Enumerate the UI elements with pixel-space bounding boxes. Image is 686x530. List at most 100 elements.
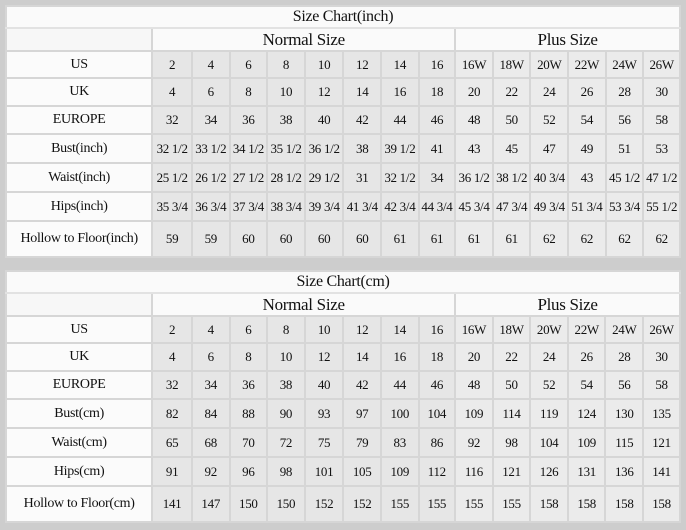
table-row: UK 4 6 8 10 12 14 16 18 20 22 24 26 28 30 (4, 342, 681, 372)
size-cell: 155 (454, 485, 494, 523)
size-cell: 126 (529, 456, 569, 487)
size-cell: 88 (228, 398, 269, 429)
row-label: Bust(cm) (4, 398, 154, 429)
size-cell: 150 (228, 485, 269, 523)
size-cell: 32 (151, 105, 193, 135)
size-cell: 58 (642, 370, 681, 400)
size-cell: 24W (604, 50, 645, 79)
size-cell: 121 (491, 456, 532, 487)
size-cell: 51 (604, 133, 645, 164)
row-label: EUROPE (4, 370, 154, 400)
size-cell: 24 (529, 77, 570, 107)
size-cell: 65 (151, 427, 193, 458)
table-row: UK 4 6 8 10 12 14 16 18 20 22 24 26 28 30 (4, 77, 681, 107)
size-cell: 40 3/4 (529, 162, 570, 193)
size-cell: 48 (454, 105, 494, 135)
size-cell: 104 (529, 427, 569, 458)
size-cell: 60 (303, 220, 345, 258)
size-cell: 25 1/2 (151, 162, 193, 193)
size-cell: 18W (491, 315, 532, 344)
size-cell: 6 (190, 77, 231, 107)
size-cell: 46 (417, 370, 457, 400)
size-cell: 49 (567, 133, 607, 164)
size-cell: 8 (266, 50, 306, 79)
normal-size-header: Normal Size (151, 27, 457, 52)
size-cell: 155 (491, 485, 532, 523)
size-cell: 37 3/4 (228, 191, 269, 222)
size-cell: 86 (417, 427, 457, 458)
size-cell: 6 (228, 50, 269, 79)
size-cell: 62 (642, 220, 681, 258)
size-cell: 6 (190, 342, 231, 372)
size-cell: 45 (491, 133, 532, 164)
size-cell: 147 (190, 485, 231, 523)
table-row: Hollow to Floor(inch) 59 59 60 60 60 60 61 61 61 6… (4, 220, 681, 258)
size-cell: 40 (303, 105, 345, 135)
size-cell: 61 (491, 220, 532, 258)
size-cell: 16 (417, 315, 457, 344)
size-cell: 34 (190, 370, 231, 400)
chart-title: Size Chart(cm) (5, 270, 681, 294)
table-row: Waist(inch) 25 1/2 26 1/2 27 1/2 28 1/2 29 1/… (4, 162, 681, 193)
size-cell: 38 3/4 (266, 191, 306, 222)
size-cell: 62 (604, 220, 645, 258)
size-cell: 4 (190, 315, 231, 344)
size-cell: 121 (642, 427, 681, 458)
title-row: Size Chart(inch) (5, 5, 681, 29)
size-cell: 27 1/2 (228, 162, 269, 193)
size-cell: 44 (379, 370, 420, 400)
chart-title: Size Chart(inch) (5, 5, 681, 29)
size-cell: 38 (266, 105, 306, 135)
size-cell: 83 (379, 427, 420, 458)
size-cell: 35 3/4 (151, 191, 193, 222)
size-cell: 24W (604, 315, 645, 344)
size-cell: 35 1/2 (266, 133, 306, 164)
size-cell: 36 3/4 (190, 191, 231, 222)
size-cell: 49 3/4 (529, 191, 570, 222)
size-cell: 47 3/4 (491, 191, 532, 222)
size-cell: 56 (604, 105, 645, 135)
size-cell: 84 (190, 398, 231, 429)
size-cell: 12 (303, 342, 345, 372)
size-cell: 141 (642, 456, 681, 487)
size-cell: 60 (228, 220, 269, 258)
size-cell: 50 (491, 105, 532, 135)
size-cell: 33 1/2 (190, 133, 231, 164)
size-cell: 34 (417, 162, 457, 193)
size-cell: 28 1/2 (266, 162, 306, 193)
size-cell: 59 (151, 220, 193, 258)
table-row: US 2 4 6 8 10 12 14 16 16W 18W 20W 22W 24W 26W (4, 315, 681, 344)
size-cell: 8 (228, 77, 269, 107)
size-cell: 158 (642, 485, 681, 523)
size-cell: 38 (342, 133, 383, 164)
size-cell: 44 (380, 105, 420, 135)
size-cell: 16 (380, 77, 420, 107)
size-cell: 30 (642, 77, 681, 107)
size-chart-cm: Size Chart(cm) Normal Size Plus Size US 2 4 6 8… (4, 270, 681, 523)
size-cell: 22 (491, 77, 532, 107)
size-cell: 61 (454, 220, 494, 258)
size-cell: 10 (266, 342, 306, 372)
size-cell: 92 (190, 456, 231, 487)
size-cell: 36 (228, 105, 269, 135)
normal-size-header: Normal Size (151, 292, 457, 317)
size-cell: 109 (379, 456, 420, 487)
size-cell: 20W (529, 315, 569, 344)
size-cell: 38 (266, 370, 306, 400)
size-cell: 68 (190, 427, 231, 458)
size-cell: 52 (529, 370, 569, 400)
size-cell: 70 (228, 427, 269, 458)
size-cell: 115 (604, 427, 645, 458)
size-cell: 20 (454, 77, 494, 107)
size-cell: 26W (642, 315, 681, 344)
size-cell: 43 (454, 133, 494, 164)
size-cell: 105 (342, 456, 382, 487)
blank-cell (4, 292, 154, 317)
row-label: Hips(inch) (4, 191, 154, 222)
size-cell: 152 (342, 485, 382, 523)
size-cell: 155 (379, 485, 420, 523)
table-row: Bust(inch) 32 1/2 33 1/2 34 1/2 35 1/2 36 1/2… (4, 133, 681, 164)
size-cell: 36 1/2 (454, 162, 494, 193)
size-cell: 155 (417, 485, 457, 523)
size-cell: 29 1/2 (303, 162, 345, 193)
